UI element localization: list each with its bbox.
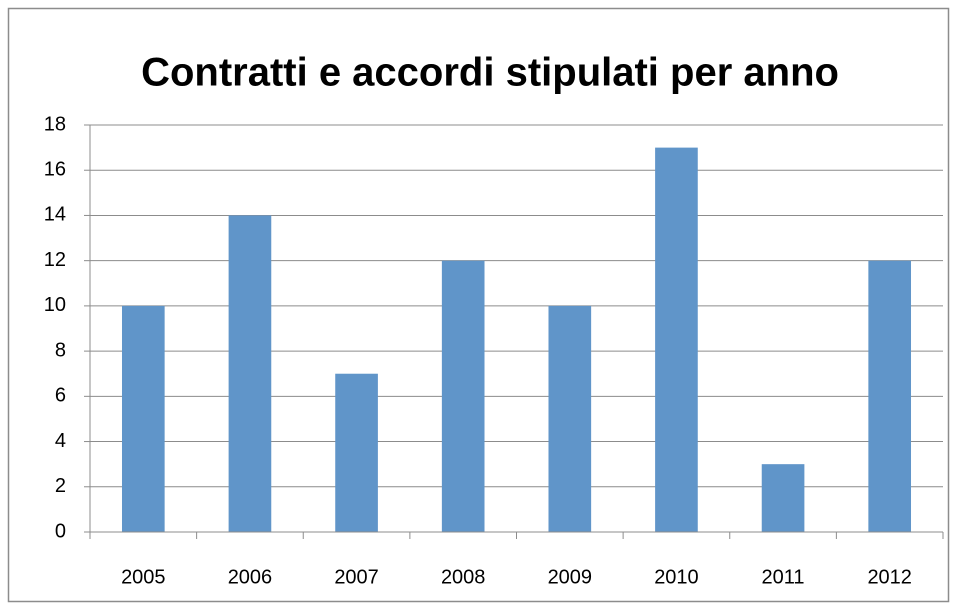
x-tick-label: 2007	[334, 566, 379, 588]
y-tick-label: 0	[55, 520, 66, 542]
y-tick-label: 2	[55, 475, 66, 497]
x-tick-label: 2011	[762, 566, 805, 588]
bar	[228, 215, 272, 532]
y-tick-label: 8	[55, 339, 66, 361]
x-tick-label: 2006	[228, 566, 273, 588]
y-tick-label: 6	[55, 385, 66, 407]
x-tick-label: 2010	[654, 566, 699, 588]
bar	[441, 260, 485, 532]
bar	[335, 373, 378, 532]
y-tick-label: 14	[44, 204, 66, 226]
y-tick-label: 10	[44, 294, 66, 316]
bar	[868, 260, 912, 532]
bar	[548, 305, 592, 532]
bar	[761, 464, 805, 532]
x-tick-label: 2012	[867, 566, 912, 588]
y-tick-label: 12	[44, 249, 66, 271]
x-tick-label: 2009	[548, 566, 593, 588]
y-tick-label: 16	[44, 159, 66, 181]
y-tick-label: 18	[44, 113, 66, 135]
y-tick-label: 4	[55, 430, 66, 452]
x-tick-label: 2005	[121, 566, 166, 588]
bar	[121, 305, 165, 532]
chart-title: Contratti e accordi stipulati per anno	[141, 51, 839, 95]
x-tick-label: 2008	[441, 566, 486, 588]
bar	[655, 147, 698, 532]
